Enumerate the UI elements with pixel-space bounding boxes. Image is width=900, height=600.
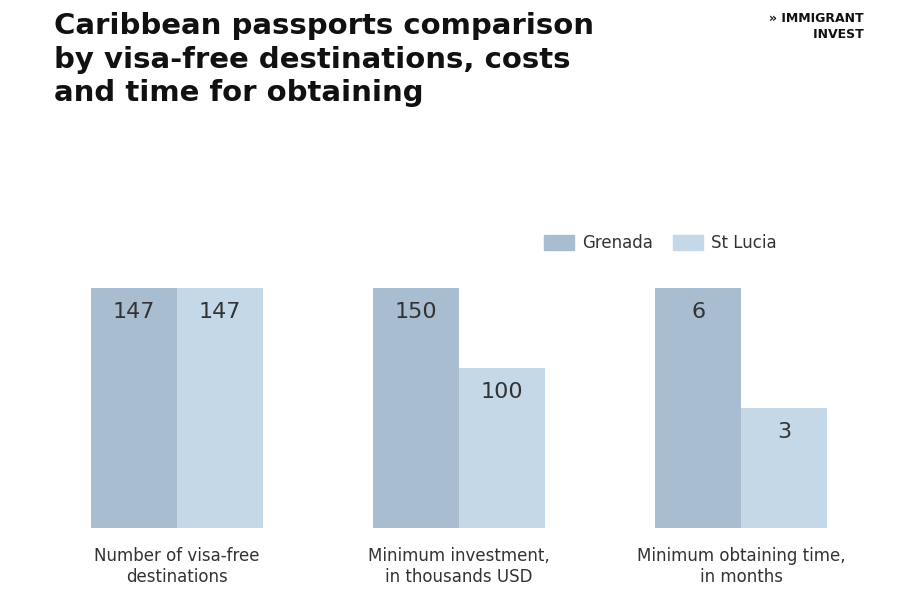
Text: 150: 150 [395,302,437,322]
Bar [742,408,827,528]
Text: 100: 100 [481,382,523,403]
Bar [655,288,742,528]
Bar [374,288,459,528]
Bar [459,368,544,528]
Text: 147: 147 [199,302,241,322]
Legend: Grenada, St Lucia: Grenada, St Lucia [537,227,784,259]
Text: 147: 147 [112,302,155,322]
Text: » IMMIGRANT
   INVEST: » IMMIGRANT INVEST [770,12,864,41]
Bar [176,288,263,528]
Text: 6: 6 [691,302,706,322]
Bar [91,288,176,528]
Text: 3: 3 [778,422,791,442]
Text: Caribbean passports comparison
by visa-free destinations, costs
and time for obt: Caribbean passports comparison by visa-f… [54,12,594,107]
